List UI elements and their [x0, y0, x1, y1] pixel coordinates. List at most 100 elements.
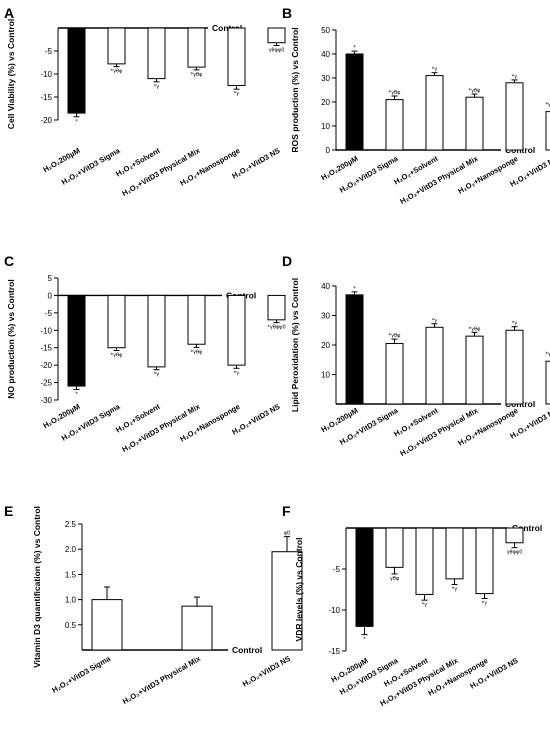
- significance-label: *γθφψ0: [545, 352, 550, 358]
- y-tick-label: 2.0: [65, 545, 77, 554]
- bar: [267, 294, 286, 321]
- y-tick-label: -5: [45, 309, 53, 318]
- y-tick-label: -5: [333, 565, 341, 574]
- y-tick-label: -30: [40, 396, 52, 405]
- y-tick-label: 0.5: [65, 621, 77, 630]
- control-label: Control: [512, 523, 542, 533]
- y-axis-label: NO production (%) vs Control: [6, 279, 16, 398]
- y-tick-label: 0: [48, 291, 53, 300]
- bar: [91, 599, 123, 651]
- significance-label: *γθφ: [111, 353, 124, 359]
- significance-label: γθφψ0: [269, 47, 285, 53]
- bar: [425, 75, 444, 151]
- y-axis-label: ROS production (%) vs Control: [290, 27, 300, 152]
- significance-label: *γ: [432, 318, 438, 324]
- y-tick-label: 50: [321, 26, 330, 35]
- panel-b: B 0 10 20 30 40 50 ROS production (%) vs Contro…: [282, 5, 550, 206]
- y-tick-label: 1.0: [65, 596, 77, 605]
- significance-label: *γ: [482, 601, 488, 607]
- significance-label: γθφψ0: [507, 550, 523, 556]
- y-tick-label: 30: [321, 312, 330, 321]
- bar: [385, 343, 404, 405]
- control-label: Control: [212, 23, 242, 33]
- significance-label: *γθφ: [389, 333, 402, 339]
- significance-label: *γ: [234, 370, 240, 376]
- bar: [147, 294, 166, 368]
- bar: [345, 53, 364, 151]
- bar: [465, 335, 484, 405]
- significance-label: *: [363, 637, 366, 643]
- y-tick-label: -15: [40, 93, 52, 102]
- bar: [415, 527, 434, 595]
- bar: [147, 27, 166, 80]
- bar: [345, 294, 364, 405]
- significance-label: *γ: [512, 321, 518, 327]
- bar: [465, 96, 484, 151]
- bar: [267, 27, 286, 44]
- y-tick-label: 5: [48, 274, 53, 283]
- bar: [445, 527, 464, 580]
- significance-label: *: [75, 119, 78, 125]
- panel-letter: B: [282, 5, 292, 21]
- bar: [67, 27, 86, 114]
- x-category-label: H₂O₂+VitD3 Physical Mix: [398, 406, 480, 458]
- bar: [187, 27, 206, 68]
- bar: [425, 326, 444, 405]
- y-axis-label: VDR levels (%) vs Control: [294, 538, 304, 642]
- bar: [545, 111, 550, 151]
- y-tick-label: -10: [40, 70, 52, 79]
- significance-label: *γθφ: [111, 69, 124, 75]
- significance-label: *γθφ: [469, 88, 482, 94]
- bar: [475, 527, 494, 595]
- bar: [385, 527, 404, 568]
- x-category-label: H₂O₂+VitD3 Physical Mix: [120, 146, 202, 198]
- bar: [227, 294, 246, 366]
- x-category-label: H₂O₂+VitD3 Physical Mix: [121, 654, 203, 706]
- significance-label: *: [75, 392, 78, 398]
- panel-f: F -5 -10 -15 VDR levels (%) vs Control Contro…: [282, 503, 542, 708]
- bar: [187, 294, 206, 345]
- panel-letter: F: [282, 503, 291, 519]
- panel-letter: D: [282, 253, 292, 269]
- y-axis-label: Vitamin D3 quantification (%) vs Control: [32, 506, 42, 668]
- significance-label: *γ: [432, 67, 438, 73]
- panel-c: C 5 0 -5 -10 -15 -20 -25 -30 NO production (%) vs…: [4, 253, 286, 454]
- significance-label: *: [353, 286, 356, 292]
- panel-letter: C: [4, 253, 14, 269]
- panel-letter: A: [4, 5, 14, 21]
- y-tick-label: 20: [321, 98, 330, 107]
- bar: [107, 294, 126, 349]
- bar: [505, 527, 524, 544]
- y-tick-label: 20: [321, 341, 330, 350]
- bar: [355, 527, 374, 627]
- y-tick-label: 0: [326, 146, 331, 155]
- bar: [227, 27, 246, 86]
- y-tick-label: -20: [40, 361, 52, 370]
- x-category-label: H₂O₂+VitD3 Physical Mix: [120, 402, 202, 454]
- significance-label: *γθφ: [191, 349, 204, 355]
- significance-label: ψ0: [284, 531, 290, 537]
- panel-a: A -5 -10 -15 -20 Cell Viability (%) vs Contro…: [4, 5, 286, 198]
- y-tick-label: -25: [40, 379, 52, 388]
- panel-e: E 0.5 1.0 1.5 2.0 2.5 Vitamin D3 quantificatio…: [4, 503, 303, 706]
- significance-label: *γθφ: [469, 326, 482, 332]
- bar: [505, 329, 524, 405]
- significance-label: *γθφψ0: [545, 102, 550, 108]
- y-axis-label: Lipid Peroxidation (%) vs Control: [290, 278, 300, 412]
- y-tick-label: -10: [40, 326, 52, 335]
- y-tick-label: -5: [45, 47, 53, 56]
- y-tick-label: 2.5: [65, 520, 77, 529]
- significance-label: *γ: [512, 74, 518, 80]
- significance-label: *γ: [154, 372, 160, 378]
- x-category-label: H₂O₂+VitD3 Physical Mix: [398, 154, 480, 206]
- y-tick-label: 30: [321, 74, 330, 83]
- significance-label: *γθφ: [389, 90, 402, 96]
- y-tick-label: -20: [40, 116, 52, 125]
- significance-label: *γθφ: [191, 72, 204, 78]
- y-axis-label: Cell Viability (%) vs Control: [6, 19, 16, 129]
- y-tick-label: 10: [321, 122, 330, 131]
- y-tick-label: 40: [321, 50, 330, 59]
- significance-label: *γ: [154, 84, 160, 90]
- y-tick-label: -15: [40, 344, 52, 353]
